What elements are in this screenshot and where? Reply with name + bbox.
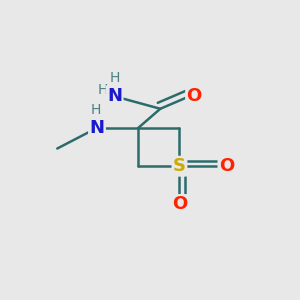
Text: H: H bbox=[98, 82, 108, 97]
Text: H: H bbox=[90, 103, 101, 117]
Text: N: N bbox=[89, 119, 104, 137]
Text: O: O bbox=[172, 196, 187, 214]
Text: H: H bbox=[110, 71, 120, 85]
Text: O: O bbox=[187, 86, 202, 104]
Text: N: N bbox=[107, 86, 122, 104]
Text: S: S bbox=[173, 157, 186, 175]
Text: O: O bbox=[219, 157, 234, 175]
